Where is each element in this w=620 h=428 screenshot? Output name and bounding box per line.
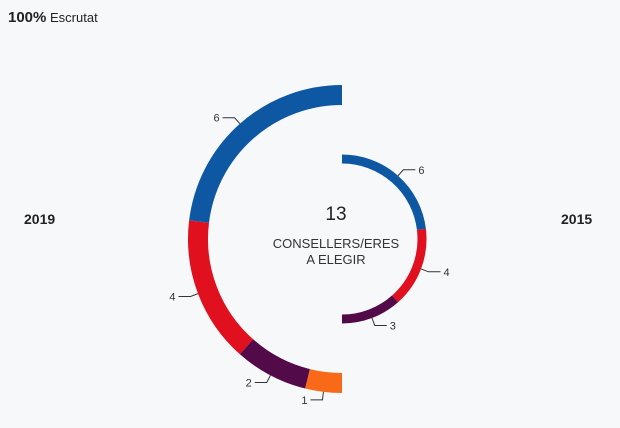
ring-2015-leader-0 [397,169,416,177]
ring-2019-slice-2 [239,339,311,389]
ring-2019-value-1: 4 [169,291,175,303]
ring-2015-slice-0 [341,154,426,230]
ring-2019-leader-2 [254,375,271,383]
year-label-2019: 2019 [24,211,56,227]
ring-2019-slice-3 [305,369,343,393]
caption-line-2: A ELEGIR [306,252,366,267]
ring-2015-value-1: 4 [443,267,449,279]
ring-2019-value-3: 1 [301,395,307,407]
ring-2015-slice-2 [341,295,399,324]
total-seats: 13 [325,204,347,225]
ring-2019-value-2: 2 [246,377,252,389]
inner-ring-2015: 6 4 3 [341,154,450,332]
ring-2019-leader-3 [310,391,324,401]
outer-ring-2019: 6 4 2 1 [169,85,343,407]
ring-2019-leader-0 [222,117,241,125]
ring-2019-slice-1 [188,220,254,355]
ring-2015-leader-2 [371,317,387,326]
scrutiny-percentage: 100% [8,9,47,26]
ring-2019-slice-0 [189,85,343,223]
ring-2015-leader-1 [420,268,441,273]
scrutiny-status: 100% Escrutat [8,9,98,26]
total-seats-caption: CONSELLERS/ERES A ELEGIR [236,236,436,268]
caption-line-1: CONSELLERS/ERES [272,236,400,251]
ring-2015-value-0: 6 [418,165,424,177]
ring-2015-slice-1 [391,228,427,303]
year-label-2015: 2015 [561,211,593,227]
scrutiny-label: Escrutat [50,10,98,25]
ring-2019-value-0: 6 [213,113,219,125]
ring-2015-value-2: 3 [390,320,396,332]
ring-2019-leader-1 [178,293,199,297]
